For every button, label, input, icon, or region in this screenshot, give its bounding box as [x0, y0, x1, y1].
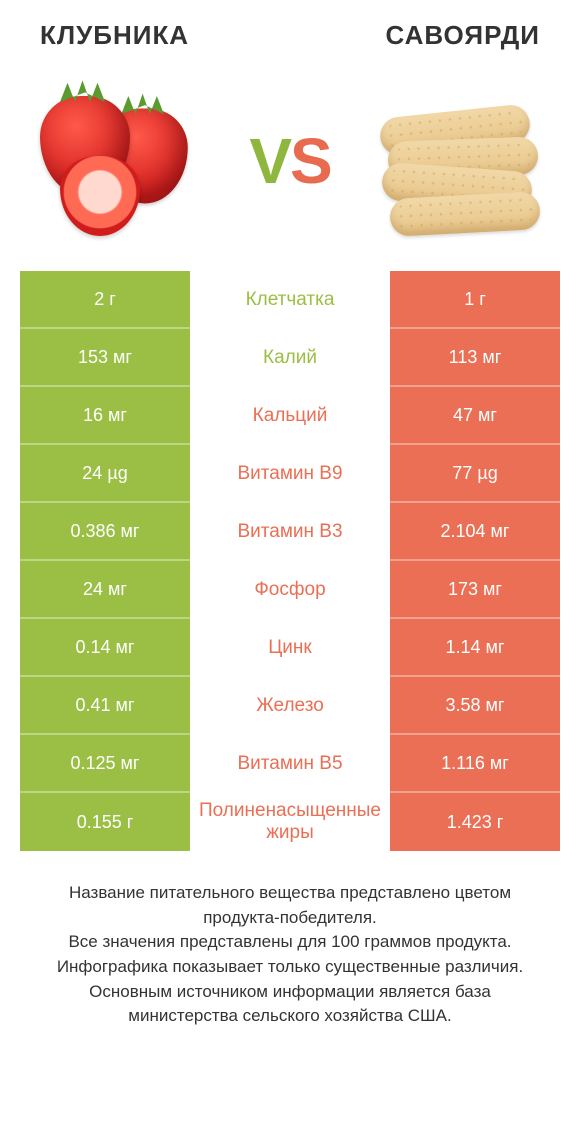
- table-row: 16 мгКальций47 мг: [20, 387, 560, 445]
- cell-left-value: 24 мг: [20, 561, 190, 619]
- cell-left-value: 24 µg: [20, 445, 190, 503]
- cell-left-value: 0.386 мг: [20, 503, 190, 561]
- table-row: 0.14 мгЦинк1.14 мг: [20, 619, 560, 677]
- cell-nutrient-label: Витамин B3: [190, 503, 390, 561]
- cell-right-value: 77 µg: [390, 445, 560, 503]
- strawberry-image: [30, 81, 220, 241]
- table-row: 0.125 мгВитамин B51.116 мг: [20, 735, 560, 793]
- vs-v: V: [249, 125, 290, 197]
- ladyfingers-image: [360, 81, 550, 241]
- comparison-table: 2 гКлетчатка1 г153 мгКалий113 мг16 мгКал…: [20, 271, 560, 851]
- vs-s: S: [290, 125, 331, 197]
- cell-right-value: 47 мг: [390, 387, 560, 445]
- table-row: 0.155 гПолиненасыщенные жиры1.423 г: [20, 793, 560, 851]
- titles-row: КЛУБНИКА САВОЯРДИ: [20, 20, 560, 61]
- footer-line: Название питательного вещества представл…: [50, 881, 530, 930]
- table-row: 24 мгФосфор173 мг: [20, 561, 560, 619]
- cell-right-value: 3.58 мг: [390, 677, 560, 735]
- cell-left-value: 0.14 мг: [20, 619, 190, 677]
- title-left: КЛУБНИКА: [40, 20, 189, 51]
- cell-nutrient-label: Кальций: [190, 387, 390, 445]
- footer-line: Основным источником информации является …: [50, 980, 530, 1029]
- cell-nutrient-label: Железо: [190, 677, 390, 735]
- cell-left-value: 153 мг: [20, 329, 190, 387]
- cell-right-value: 1 г: [390, 271, 560, 329]
- cell-left-value: 16 мг: [20, 387, 190, 445]
- vs-label: VS: [249, 124, 330, 198]
- table-row: 0.386 мгВитамин B32.104 мг: [20, 503, 560, 561]
- hero-row: VS: [20, 61, 560, 261]
- table-row: 24 µgВитамин B977 µg: [20, 445, 560, 503]
- cell-nutrient-label: Полиненасыщенные жиры: [190, 793, 390, 851]
- cell-nutrient-label: Фосфор: [190, 561, 390, 619]
- cell-nutrient-label: Витамин B5: [190, 735, 390, 793]
- cell-right-value: 1.423 г: [390, 793, 560, 851]
- cell-nutrient-label: Клетчатка: [190, 271, 390, 329]
- cell-nutrient-label: Цинк: [190, 619, 390, 677]
- table-row: 2 гКлетчатка1 г: [20, 271, 560, 329]
- cell-right-value: 2.104 мг: [390, 503, 560, 561]
- cell-right-value: 113 мг: [390, 329, 560, 387]
- cell-left-value: 2 г: [20, 271, 190, 329]
- footer-line: Все значения представлены для 100 граммо…: [50, 930, 530, 955]
- cell-right-value: 1.116 мг: [390, 735, 560, 793]
- table-row: 153 мгКалий113 мг: [20, 329, 560, 387]
- title-right: САВОЯРДИ: [385, 20, 540, 51]
- cell-nutrient-label: Калий: [190, 329, 390, 387]
- footer-line: Инфографика показывает только существенн…: [50, 955, 530, 980]
- cell-left-value: 0.155 г: [20, 793, 190, 851]
- cell-left-value: 0.41 мг: [20, 677, 190, 735]
- cell-right-value: 1.14 мг: [390, 619, 560, 677]
- cell-nutrient-label: Витамин B9: [190, 445, 390, 503]
- cell-right-value: 173 мг: [390, 561, 560, 619]
- footer-notes: Название питательного вещества представл…: [20, 881, 560, 1029]
- cell-left-value: 0.125 мг: [20, 735, 190, 793]
- table-row: 0.41 мгЖелезо3.58 мг: [20, 677, 560, 735]
